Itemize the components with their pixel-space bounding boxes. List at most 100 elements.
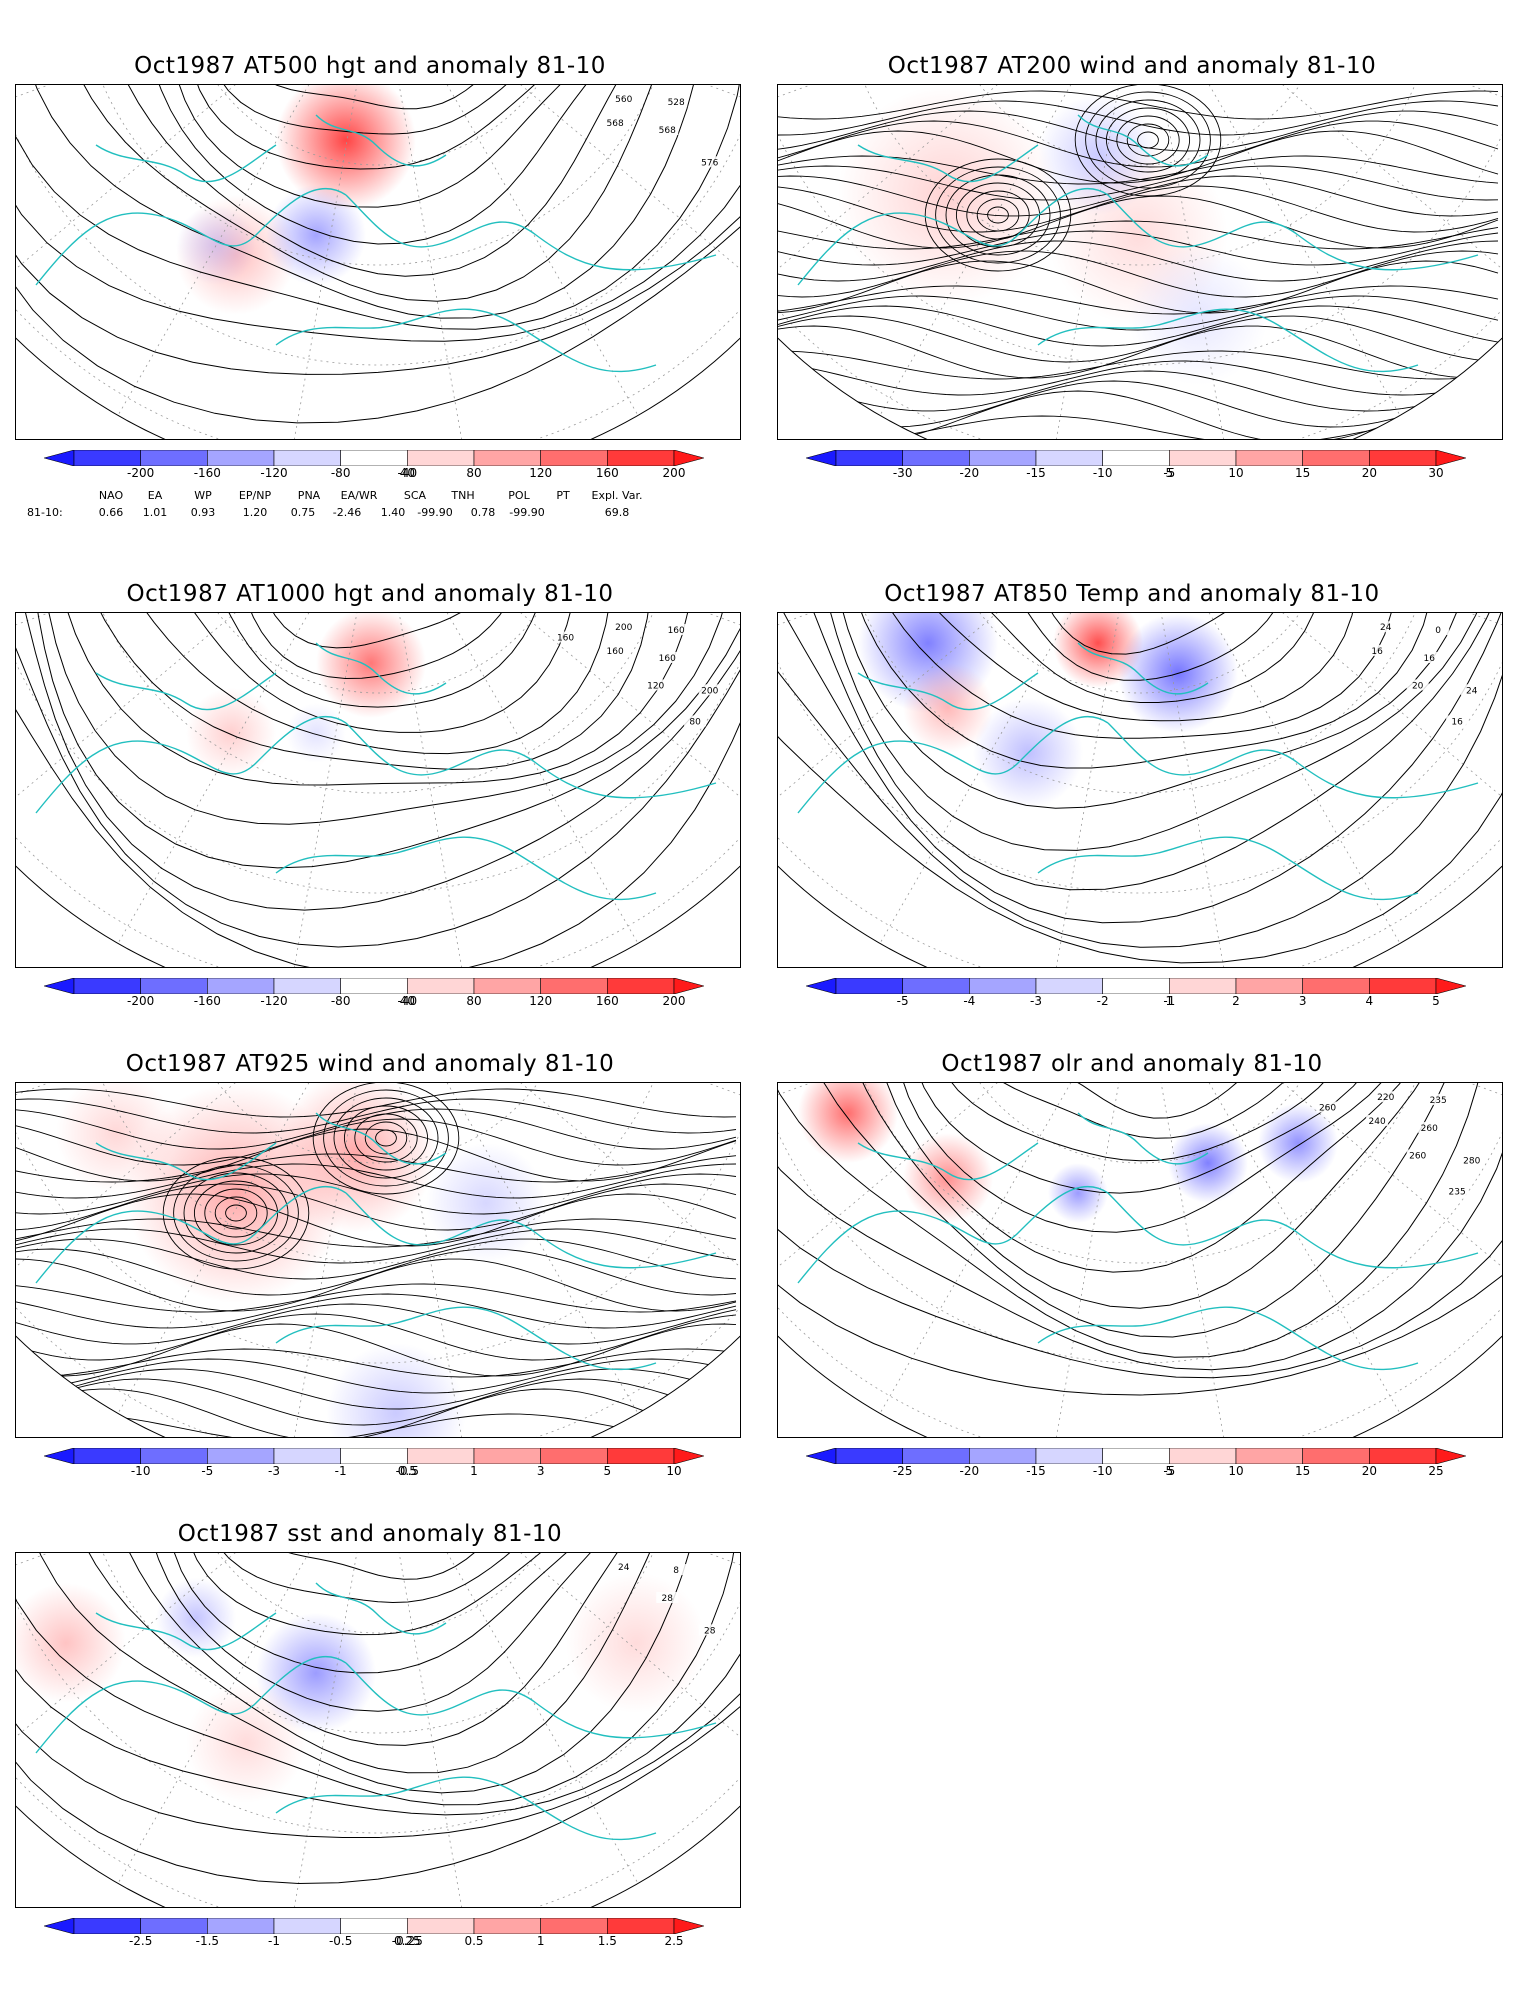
streamline [778, 380, 1499, 428]
contour-line [873, 1083, 1430, 1273]
index-value: 1.40 [380, 506, 406, 519]
map-field [16, 1083, 740, 1437]
coastline [1077, 1112, 1209, 1165]
contour-label: 24 [1380, 623, 1392, 633]
index-value: -2.46 [332, 506, 362, 519]
streamline [778, 305, 1499, 347]
index-value: -99.90 [417, 506, 453, 519]
panel-title: Oct1987 AT1000 hgt and anomaly 81-10 [126, 581, 614, 607]
colorbar-band [540, 978, 608, 994]
contour-line [201, 1553, 565, 1604]
contour-label: 528 [668, 98, 685, 108]
contour-label: 280 [1463, 1156, 1480, 1166]
streamline-vortex [987, 206, 1009, 224]
contour-label: 20 [1412, 681, 1424, 691]
contour-label-bg [698, 156, 721, 168]
index-value: 0.66 [98, 506, 124, 519]
streamline [16, 1323, 737, 1377]
streamline [16, 1258, 737, 1312]
streamline-vortex [173, 1164, 299, 1262]
colorbar-arrow-low [44, 450, 75, 466]
tick-label: -1 [334, 1464, 347, 1478]
colorbar-band [340, 1448, 408, 1464]
coastline [857, 672, 1039, 711]
streamline [778, 120, 1499, 168]
contour-line [33, 613, 740, 869]
streamline-vortex [214, 1196, 258, 1230]
streamline-vortex [1095, 99, 1201, 181]
coastline [1037, 836, 1419, 901]
colorbar-band [73, 450, 141, 466]
colorbar-band [540, 450, 608, 466]
meridian [377, 1083, 740, 1298]
tick-label: -5 [896, 994, 909, 1008]
contour-label: 576 [701, 158, 718, 168]
coastline [275, 836, 657, 901]
contour-line [802, 613, 1501, 891]
contour-label: 568 [659, 126, 676, 136]
coastline [95, 1142, 277, 1181]
tick-label: 1 [536, 1934, 545, 1948]
tick-label: 5 [1165, 466, 1174, 480]
tick-label: -30 [892, 466, 913, 480]
colorbar-band [73, 978, 141, 994]
index-name: POL [508, 489, 530, 502]
contour-line [898, 613, 1359, 722]
contour-label: 160 [668, 626, 685, 636]
colorbar [806, 450, 1466, 466]
contour-label-bg [1427, 624, 1450, 636]
streamline-vortex [204, 1188, 268, 1238]
coastline [95, 1612, 277, 1651]
tick-label: -10 [1092, 466, 1113, 480]
tick-label: 4 [1365, 994, 1374, 1008]
tick-label: 20 [1361, 466, 1377, 480]
contour-line [16, 1553, 739, 1806]
streamline [778, 250, 1499, 298]
anomaly-shading [326, 1343, 466, 1437]
streamline-vortex [183, 1172, 289, 1254]
contour-line [189, 613, 561, 708]
contour-label: 220 [1377, 1093, 1394, 1103]
colorbar-ticks: -30 -20 -15 -10 -5 5 10 15 20 30 [806, 466, 1466, 482]
map-field: 235 220 260 280 240 260 235 260 [778, 1083, 1502, 1437]
colorbar-band [473, 978, 541, 994]
tick-label: -160 [193, 466, 221, 480]
contour-label-bg [656, 652, 679, 663]
colorbar-band [902, 450, 970, 466]
contour-label: 260 [1319, 1104, 1336, 1114]
tick-label: 10 [666, 1464, 682, 1478]
colorbar-band [273, 978, 341, 994]
colorbar-arrow-high [1435, 1448, 1466, 1464]
contour-line [16, 1553, 740, 1816]
coastline [857, 1142, 1039, 1181]
coastline [95, 144, 277, 183]
colorbar-band [1102, 978, 1170, 994]
contour-line [28, 1553, 698, 1794]
coastline [1107, 1192, 1479, 1269]
contour-line [778, 613, 1502, 964]
contour-label: 235 [1449, 1187, 1466, 1197]
colorbar [44, 1448, 704, 1464]
streamline-vortex [1116, 115, 1180, 165]
colorbar-band [73, 1918, 141, 1934]
meridian [377, 1553, 740, 1768]
tick-label: 40 [399, 466, 415, 480]
streamline-vortex [354, 1113, 418, 1163]
index-name: TNH [451, 489, 475, 502]
tick-label: 80 [466, 994, 482, 1008]
contour-line [109, 1553, 647, 1746]
tick-label: -4 [963, 994, 976, 1008]
meridian [879, 85, 1141, 416]
contour-line [951, 1083, 1321, 1139]
indices-values-row: 81-10: 0.66 1.01 0.93 1.20 0.75 -2.46 1.… [15, 505, 735, 521]
streamline-vortex [162, 1156, 310, 1270]
meridian [16, 613, 379, 828]
anomaly-shading [1048, 1163, 1108, 1223]
streamline [16, 1283, 737, 1313]
contour-line [182, 1553, 594, 1636]
contour-label: 24 [618, 1563, 630, 1573]
tick-label: -20 [959, 1464, 980, 1478]
colorbar-band [902, 1448, 970, 1464]
contour-line [16, 85, 740, 424]
contour-label-bg [1446, 715, 1469, 727]
